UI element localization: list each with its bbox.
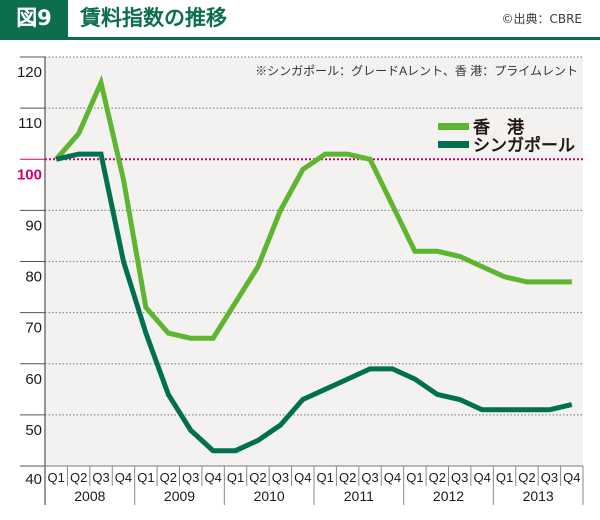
y-tick-label: 120 [17, 64, 42, 81]
x-tick-label: Q3 [541, 470, 558, 485]
x-tick-label: Q4 [384, 470, 401, 485]
x-tick-label: Q1 [496, 470, 513, 485]
data-series [54, 74, 573, 454]
legend-swatch [438, 141, 469, 148]
legend-swatch [438, 123, 469, 130]
x-year-label: 2011 [344, 488, 374, 504]
x-year-label: 2013 [523, 488, 554, 504]
series-hong-kong [54, 74, 572, 341]
figure-number-badge: 図9 [0, 0, 68, 37]
series-singapore [55, 151, 573, 454]
figure-header: 図9 賃料指数の推移 ©出典：CBRE [0, 0, 600, 37]
x-tick-label: Q2 [339, 470, 356, 485]
y-tick-label: 110 [18, 115, 42, 132]
y-tick-label: 70 [25, 320, 42, 337]
x-tick-label: Q4 [473, 470, 490, 485]
y-tick-label: 80 [25, 269, 42, 286]
x-tick-label: Q1 [406, 470, 423, 485]
x-tick-label: Q4 [204, 470, 221, 485]
y-tick-label: 90 [25, 217, 42, 234]
x-tick-label: Q1 [227, 470, 244, 485]
x-tick-label: Q2 [518, 470, 535, 485]
x-year-label: 2010 [254, 488, 285, 504]
x-year-label: 2008 [74, 488, 105, 504]
header-divider [0, 37, 600, 40]
x-tick-label: Q2 [429, 470, 446, 485]
x-tick-label: Q1 [317, 470, 334, 485]
chart-title: 賃料指数の推移 [80, 6, 227, 30]
legend-label: シンガポール [473, 135, 575, 155]
x-tick-label: Q3 [272, 470, 289, 485]
x-tick-label: Q3 [92, 470, 109, 485]
x-tick-label: Q3 [451, 470, 468, 485]
x-tick-label: Q2 [70, 470, 87, 485]
y-tick-label: 50 [25, 422, 42, 439]
y-axis: 40 50 60 70 80 90 100 110 120 [17, 56, 46, 505]
x-tick-label: Q1 [137, 470, 154, 485]
x-tick-label: Q4 [294, 470, 311, 485]
x-tick-label: Q2 [249, 470, 266, 485]
x-tick-label: Q1 [48, 470, 65, 485]
x-year-label: 2009 [164, 488, 195, 504]
y-tick-label: 100 [17, 166, 42, 183]
x-year-label: 2012 [433, 488, 464, 504]
x-tick-label: Q2 [160, 470, 177, 485]
x-tick-label: Q3 [182, 470, 199, 485]
x-tick-label: Q4 [563, 470, 580, 485]
source-credit: ©出典：CBRE [501, 12, 582, 26]
y-tick-label: 60 [25, 371, 42, 388]
legend-label: 香 港 [473, 117, 525, 137]
chart-note: ※シンガポール：グレードAレント、香 港：プライムレント [255, 64, 578, 78]
y-tick-label: 40 [25, 471, 42, 488]
x-tick-label: Q4 [115, 470, 132, 485]
x-tick-label: Q3 [361, 470, 378, 485]
x-axis: Q1 Q2 Q3 Q4 Q1 Q2 Q3 Q4 Q1 Q2 Q3 Q4 Q1 Q2 Q3 Q4 Q1 Q2 Q3 Q4… [45, 465, 584, 505]
